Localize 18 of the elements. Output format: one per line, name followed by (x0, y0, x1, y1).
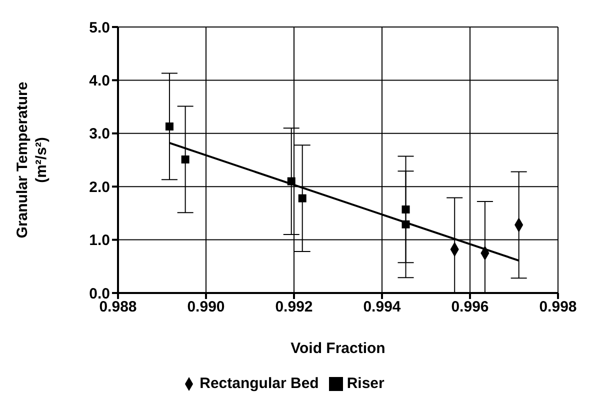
x-axis-title: Void Fraction (290, 340, 386, 357)
x-tick-label: 0.994 (363, 298, 402, 316)
y-tick-label: 2.0 (89, 178, 110, 196)
legend-label: Riser (346, 375, 384, 392)
point (181, 155, 190, 164)
x-tick-label: 0.990 (187, 298, 225, 316)
y-tick-label: 1.0 (89, 232, 110, 250)
x-tick-label: 0.996 (451, 298, 489, 316)
point (298, 194, 306, 202)
y-tick-label: 3.0 (89, 126, 110, 143)
point (402, 205, 410, 214)
y-tick-label: 5.0 (89, 19, 110, 36)
x-tick-label: 0.992 (275, 298, 313, 316)
x-tick-label: 0.998 (539, 298, 577, 316)
y-axis-title: Granular Temperature (m²/s²) (14, 82, 50, 238)
point (165, 122, 174, 130)
y-tick-label: 4.0 (89, 72, 110, 90)
legend-label: Rectangular Bed (200, 375, 319, 392)
